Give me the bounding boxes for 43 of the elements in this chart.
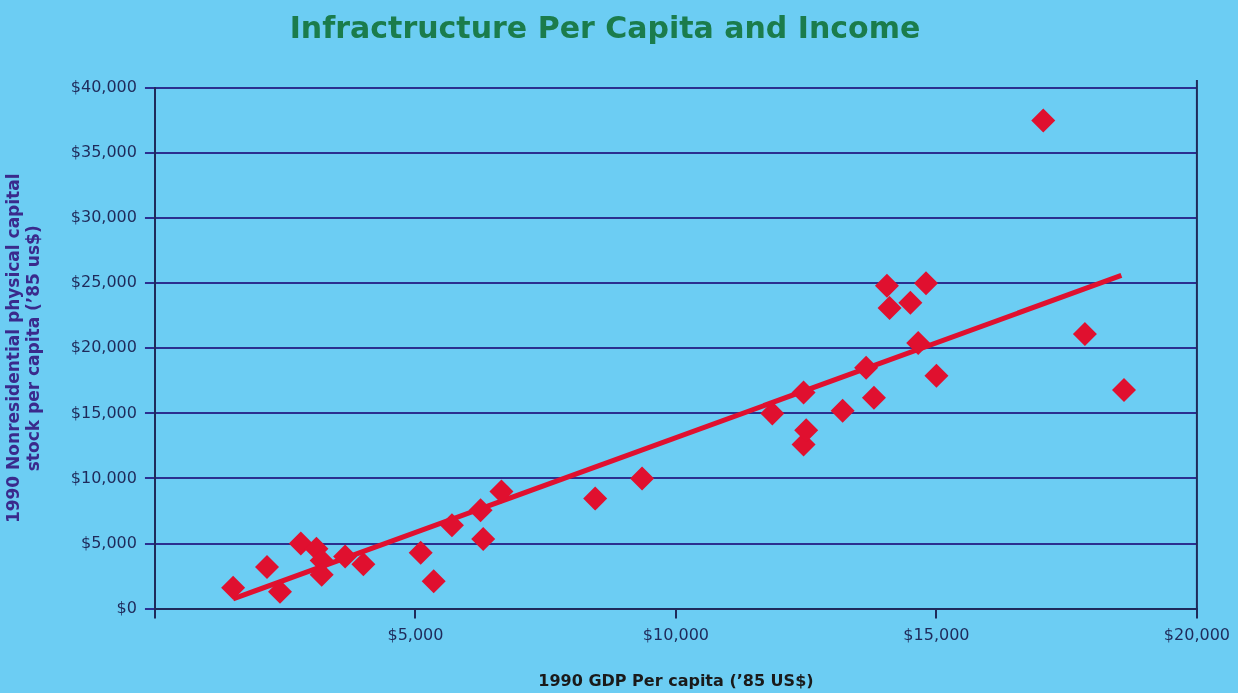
y-tick-label: $0 [116, 597, 137, 617]
point [877, 295, 902, 320]
y-tick-label: $25,000 [70, 272, 137, 292]
x-axis-title: 1990 GDP Per capita (’85 US$) [538, 670, 814, 690]
x-tick-label: $15,000 [903, 625, 970, 645]
y-tick-label: $30,000 [70, 207, 137, 227]
point [471, 526, 496, 551]
point [914, 271, 939, 296]
x-tick-label: $10,000 [642, 625, 710, 645]
y-axis-title: 1990 Nonresidential physical capital stock per capita (’85 us$) [2, 173, 44, 524]
point [288, 531, 313, 556]
point [791, 380, 816, 405]
x-tick-label: $20,000 [1163, 625, 1230, 645]
y-tick-label: $20,000 [70, 337, 137, 357]
point [221, 575, 246, 600]
y-tick-label: $15,000 [70, 402, 137, 422]
point [439, 513, 464, 538]
point [583, 486, 608, 511]
x-tick-label: $5,000 [387, 625, 444, 645]
point [1072, 321, 1097, 346]
y-tick-label: $35,000 [70, 142, 137, 162]
y-tick-label: $5,000 [80, 532, 137, 552]
point [254, 554, 279, 579]
point [408, 540, 433, 565]
point [874, 273, 899, 298]
y-tick-label: $10,000 [70, 467, 137, 487]
point [906, 331, 931, 356]
y-tick-label: $40,000 [70, 77, 137, 97]
chart-title: Infractructure Per Capita and Income [289, 9, 921, 45]
point [924, 363, 949, 388]
point [760, 401, 785, 426]
point [421, 569, 446, 594]
point [1111, 377, 1136, 402]
point [861, 385, 886, 410]
point [351, 552, 376, 577]
point [898, 290, 923, 315]
point [630, 466, 655, 491]
point [854, 355, 879, 380]
point [468, 498, 493, 523]
point [1031, 108, 1056, 133]
point [830, 398, 855, 423]
point [489, 479, 514, 504]
point [333, 544, 358, 569]
